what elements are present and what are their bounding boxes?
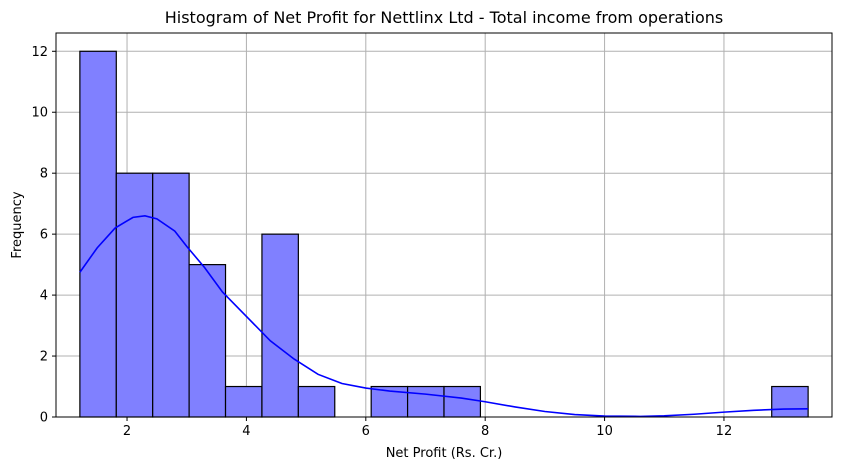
histogram-bar	[443, 385, 482, 418]
histogram-bar	[297, 385, 336, 418]
histogram-bar	[224, 385, 263, 418]
y-axis-title: Frequency	[10, 191, 25, 258]
y-tick-label: 2	[40, 350, 48, 365]
histogram-bar	[771, 385, 809, 418]
plot-frame	[55, 32, 833, 418]
histogram-bar	[261, 233, 299, 418]
y-tick-label: 0	[40, 411, 48, 426]
kde-curve	[79, 215, 809, 418]
y-tick-label: 12	[31, 45, 48, 60]
y-tick-label: 6	[40, 228, 48, 243]
x-tick-label: 8	[481, 424, 489, 439]
x-tick-label: 10	[596, 424, 613, 439]
histogram-bar	[115, 172, 154, 418]
x-tick-label: 12	[716, 424, 733, 439]
histogram-bar	[406, 385, 445, 418]
x-tick-label: 4	[242, 424, 250, 439]
y-tick-label: 8	[40, 167, 48, 182]
x-tick-label: 6	[362, 424, 370, 439]
histogram-bars	[79, 50, 809, 418]
axis-ticks: 2 4 6 8 10 12 0 2 4 6 8 10 12	[31, 45, 732, 439]
chart-title: Histogram of Net Profit for Nettlinx Ltd…	[165, 8, 724, 27]
y-tick-label: 4	[40, 289, 48, 304]
histogram-bar	[188, 264, 227, 418]
y-tick-label: 10	[31, 106, 48, 121]
histogram-bar	[79, 50, 117, 418]
x-tick-label: 2	[123, 424, 131, 439]
x-axis-title: Net Profit (Rs. Cr.)	[386, 446, 503, 461]
histogram-bar	[152, 172, 190, 418]
